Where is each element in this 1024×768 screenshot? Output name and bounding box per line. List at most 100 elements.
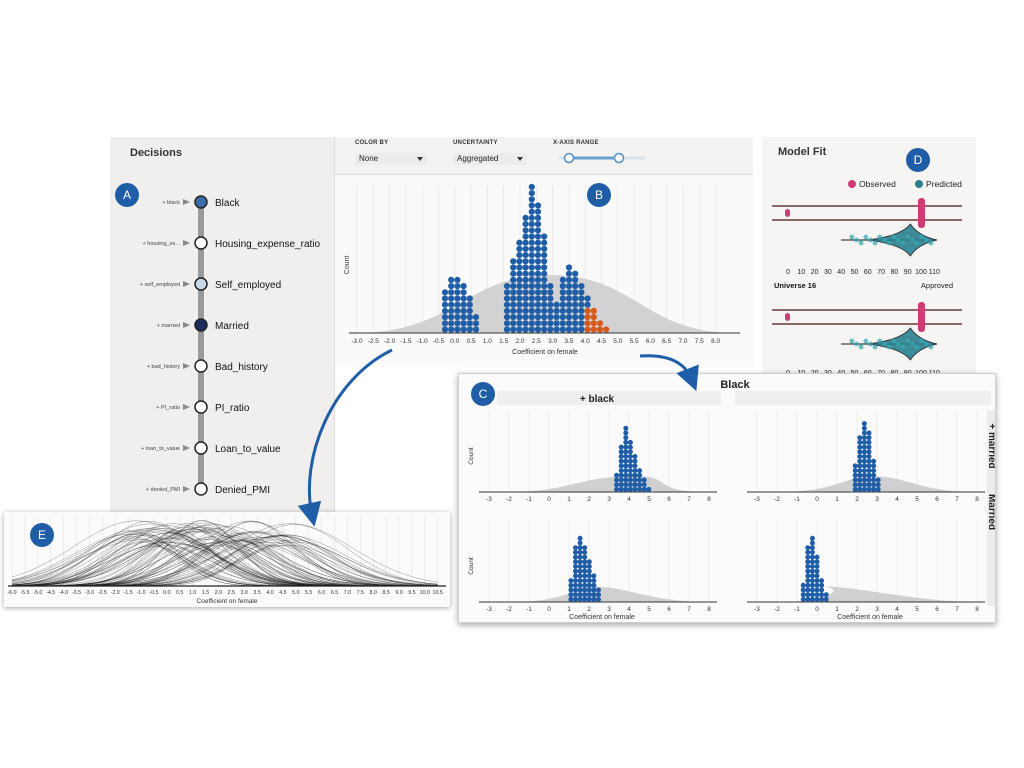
data-dot [819,592,825,598]
data-dot [623,458,629,464]
predicted-dot [849,338,855,344]
x-tick-label: 5.5 [630,338,639,345]
decision-tag: + self_employed [140,282,180,288]
data-dot [852,463,858,469]
data-dot [528,252,535,259]
predicted-dot [854,237,859,243]
legend-predicted: Predicted [926,179,962,189]
decisions-panel: Decisions + black Black + housing_ex... Hou… [110,137,335,515]
data-dot [565,326,573,333]
data-dot [534,301,542,308]
data-dot [618,454,624,459]
data-dot [541,258,548,265]
slider-handle-max[interactable] [613,152,625,164]
x-tick-label: -1 [794,496,800,503]
predicted-dot [891,234,897,240]
xrange-slider[interactable] [557,150,647,166]
fit-tick-label: 10 [797,370,805,375]
x-tick-label: -3.0 [351,338,363,345]
data-dot [586,564,592,569]
data-dot [528,214,535,221]
x-tick-label: 9.5 [408,590,415,596]
data-dot [577,568,583,574]
data-dot [541,326,548,333]
x-tick-label: 2.5 [228,590,235,596]
observed-legend-dot [848,180,856,188]
data-dot [522,252,529,259]
data-dot [866,454,872,459]
data-dot [516,301,523,308]
data-dot [577,540,583,546]
decision-label: Married [215,321,249,332]
y-axis-label: Count [344,256,351,275]
x-tick-label: 2.0 [215,590,222,596]
x-tick-label: 1 [567,606,571,613]
data-dot [448,289,455,296]
x-tick-label: 1.5 [202,590,209,596]
y-axis-label: Count [468,557,475,575]
data-dot [503,283,511,290]
x-tick-label: -2 [506,496,512,503]
data-dot [614,477,620,483]
data-dot [623,463,629,469]
x-tick-label: 5 [915,606,919,613]
data-dot [528,289,535,296]
predicted-violin [867,223,938,257]
data-dot [573,573,578,579]
data-dot [578,326,585,333]
data-dot [541,301,548,308]
density-curve [12,521,438,587]
x-tick-label: 4.5 [597,338,606,345]
decision-tree: + black Black + housing_ex... Housing_expen… [140,195,321,496]
data-dot [623,435,629,441]
data-dot [596,592,601,598]
data-dot [857,454,863,459]
predicted-legend-dot [915,180,923,188]
data-dot [559,314,566,321]
data-dot [627,463,633,469]
data-dot [441,301,449,308]
data-dot [516,270,523,277]
density-curves-chart: -6.0 -5.5 -5.0 -4.5 -4.0 -3.5 -3.0 -2.5 -2.0 -1.5… [7,516,446,605]
data-dot [528,239,535,246]
data-dot [586,559,592,565]
data-dot [577,573,583,579]
decision-tag: + married [157,323,180,329]
uncertainty-select[interactable]: Aggregated [453,153,527,165]
x-tick-label: 7 [955,496,959,503]
badge-c: C [471,382,495,406]
data-dot [528,202,535,209]
data-dot [591,582,597,588]
controls-bar: COLOR BY None UNCERTAINTY Aggregated X-A… [335,137,753,175]
badge-b: B [587,183,611,207]
data-dot [534,320,542,327]
arrow-right-icon [183,363,190,369]
data-dot [857,444,863,450]
data-dot [559,289,566,296]
data-dot [582,564,588,569]
universe-label: Universe 16 [774,281,816,290]
data-dot [584,314,591,321]
data-dot [866,482,872,488]
row-header-bg [987,410,995,606]
observed-mark [785,313,790,321]
data-dot [809,559,815,565]
data-dot [572,307,579,314]
x-tick-label: 0.5 [467,338,476,345]
slider-handle-min[interactable] [563,152,575,164]
data-dot [861,421,867,427]
data-dot [553,301,560,308]
data-dot [559,320,566,327]
data-dot [516,314,523,321]
data-dot [568,587,574,593]
x-tick-label: -3 [754,606,760,613]
color-by-select[interactable]: None [355,153,427,165]
data-dot [441,314,449,321]
x-tick-label: 0.0 [450,338,459,345]
data-dot [623,468,629,474]
predicted-dot [900,240,906,246]
x-tick-label: 8 [975,606,979,613]
data-dot [590,314,597,321]
data-dot [503,289,511,296]
data-dot [614,472,620,478]
